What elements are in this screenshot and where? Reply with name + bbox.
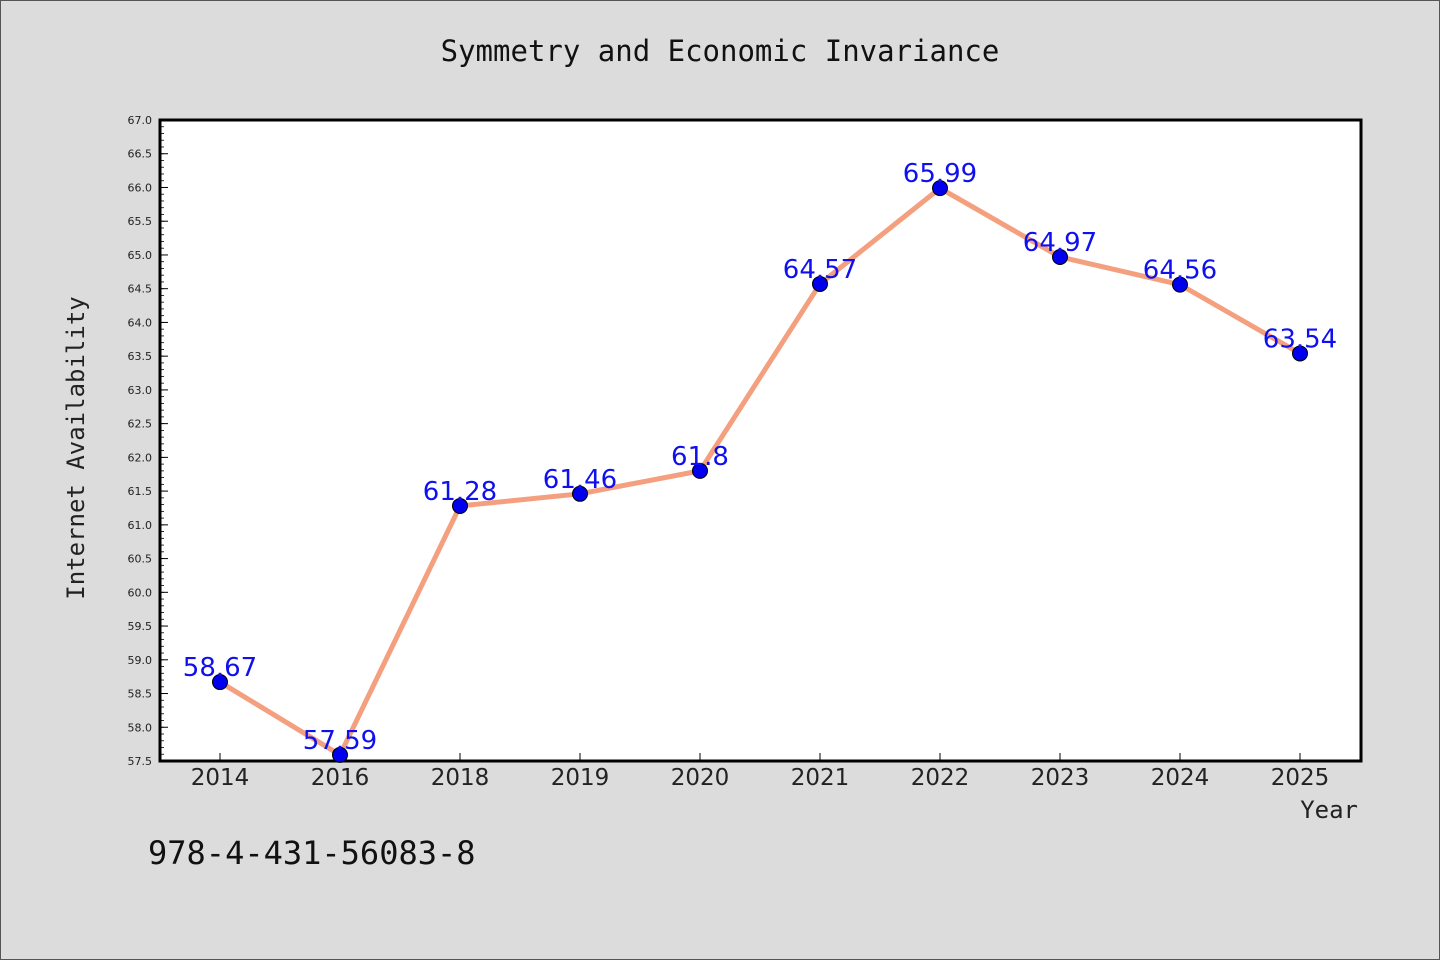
series-markers — [212, 180, 1308, 763]
x-tick-label: 2020 — [671, 765, 730, 791]
y-tick-label: 67.0 — [128, 114, 153, 127]
data-point — [1292, 345, 1308, 362]
data-point — [572, 485, 588, 502]
y-tick-label: 64.0 — [128, 316, 153, 329]
y-tick-label: 61.0 — [128, 519, 153, 532]
y-tick-label: 58.0 — [128, 721, 153, 734]
data-point — [1172, 276, 1188, 293]
y-tick-label: 62.0 — [128, 451, 153, 464]
x-tick-label: 2024 — [1151, 765, 1210, 791]
y-tick-label: 59.5 — [128, 620, 153, 633]
y-tick-label: 60.5 — [128, 553, 153, 566]
data-label: 65.99 — [903, 159, 977, 189]
chart-title: Symmetry and Economic Invariance — [440, 34, 1000, 68]
x-tick-label: 2025 — [1271, 765, 1330, 791]
x-tick-label: 2018 — [431, 765, 490, 791]
y-tick-label: 62.5 — [128, 418, 153, 431]
data-label: 61.28 — [423, 477, 497, 507]
data-labels: 58.67 57.59 61.28 61.46 61.8 64.57 65.99 64.97 6… — [183, 159, 1337, 756]
data-point — [932, 180, 948, 197]
y-tick-label: 66.0 — [128, 181, 153, 194]
data-label: 58.67 — [183, 653, 257, 683]
y-tick-label: 61.5 — [128, 485, 153, 498]
x-tick-label: 2019 — [551, 765, 610, 791]
data-point — [332, 746, 348, 763]
y-tick-label: 63.5 — [128, 350, 153, 363]
x-tick-label: 2016 — [311, 765, 370, 791]
y-tick-label: 65.5 — [128, 215, 153, 228]
y-tick-label: 66.5 — [128, 148, 153, 161]
data-label: 64.56 — [1143, 256, 1217, 286]
data-label: 63.54 — [1263, 324, 1337, 354]
data-point — [212, 674, 228, 691]
y-tick-label: 63.0 — [128, 384, 153, 397]
data-label: 64.97 — [1023, 228, 1097, 258]
x-axis-label: Year — [1300, 796, 1358, 824]
data-label: 61.8 — [671, 442, 729, 472]
data-label: 64.57 — [783, 255, 857, 285]
data-point — [692, 462, 708, 479]
y-tick-label: 60.0 — [128, 586, 153, 599]
x-tick-label: 2021 — [791, 765, 850, 791]
x-tick-label: 2022 — [911, 765, 970, 791]
y-tick-label: 65.0 — [128, 249, 153, 262]
data-point — [452, 497, 468, 514]
x-tick-label: 2014 — [191, 765, 250, 791]
x-tick-label: 2023 — [1031, 765, 1090, 791]
y-tick-label: 64.5 — [128, 283, 153, 296]
x-axis-ticks: 2014 2016 2018 2019 2020 2021 2022 2023 2024 2025 — [191, 753, 1330, 791]
data-point — [812, 275, 828, 292]
isbn-text: 978-4-431-56083-8 — [148, 834, 476, 872]
y-tick-label: 57.5 — [128, 755, 153, 768]
y-axis-ticks: 57.5 58.0 58.5 59.0 59.5 60.0 60.5 61.0 61.5 62.0… — [128, 114, 168, 768]
data-label: 57.59 — [303, 726, 377, 756]
y-tick-label: 59.0 — [128, 654, 153, 667]
data-label: 61.46 — [543, 465, 617, 495]
y-tick-label: 58.5 — [128, 688, 153, 701]
data-point — [1052, 248, 1068, 265]
plot-area — [158, 118, 1363, 763]
series-line — [218, 185, 1302, 758]
